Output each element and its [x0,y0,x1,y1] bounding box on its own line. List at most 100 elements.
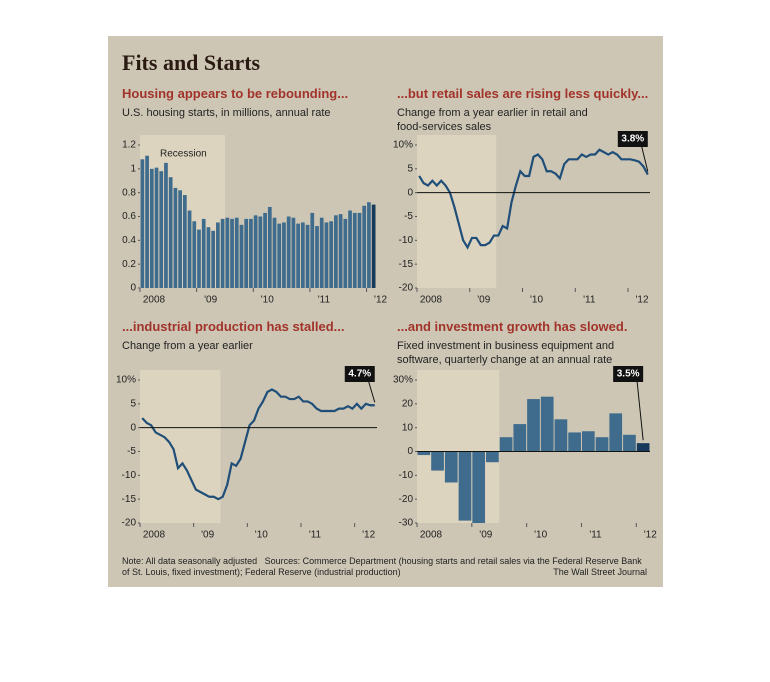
bar [263,212,267,288]
value-label: 4.7% [348,369,371,380]
label-pointer [641,146,649,172]
bar [149,168,154,288]
bar [300,222,305,288]
bar [159,171,164,288]
bar [499,437,513,452]
bar [310,212,315,288]
bar [623,434,636,452]
y-tick-label: -20 [399,494,414,505]
bar [178,190,182,288]
footnote: Note: All data seasonally adjusted Sourc… [122,556,647,578]
bar [343,218,348,288]
y-tick-label: -30 [399,518,414,529]
bar [206,227,211,288]
panel-subtitle: Fixed investment in business equipment a… [397,340,615,366]
recession-shade [140,370,221,523]
x-tick-label: 2008 [143,530,166,541]
value-label: 3.5% [617,369,640,380]
x-tick-label: 2008 [420,530,443,541]
bar [367,202,371,288]
x-tick-label: '10 [261,295,274,306]
x-tick-label: '09 [201,530,214,541]
y-tick-label: 0 [407,187,413,198]
label-pointer [636,381,644,441]
bar [444,451,458,483]
label-box [344,366,375,382]
bar [527,399,540,452]
bar [197,229,201,288]
y-tick-label: -10 [122,470,137,481]
panel-title: ...industrial production has stalled... [122,319,345,334]
bar [352,212,357,288]
bar [216,222,220,288]
bar [329,221,334,288]
bar [348,210,352,288]
y-tick-label: 30% [393,375,413,386]
y-tick-label: 10 [402,422,414,433]
x-tick-label: '09 [479,530,492,541]
y-tick-label: 1.2 [122,140,136,151]
note: Note: All data seasonally adjusted [122,556,258,566]
bar [357,212,362,288]
x-tick-label: '11 [309,530,322,541]
y-tick-label: 0.2 [122,259,136,270]
panel-subtitle: Change from a year earlier [122,340,253,352]
y-tick-label: 5 [130,398,136,409]
bar [253,215,258,288]
bar [286,216,291,288]
label-box [617,131,648,147]
y-tick-label: -10 [399,235,414,246]
y-tick-label: 0 [130,422,136,433]
x-tick-label: '11 [589,530,602,541]
credit: The Wall Street Journal [553,567,647,577]
panel-title: ...but retail sales are rising less quic… [397,86,649,101]
bar [272,217,277,288]
x-tick-label: '12 [374,295,387,306]
bar [230,218,234,288]
bar [334,215,338,288]
bar [595,437,609,452]
x-tick-label: '12 [644,530,657,541]
bar [319,217,324,288]
bar [239,224,244,288]
bar [187,210,192,288]
bar [249,218,253,288]
source: Sources: Commerce Department (housing st… [122,556,642,577]
recession-shade [417,370,500,523]
bar [324,222,329,288]
bar [244,218,249,288]
bar [540,396,554,452]
bar [362,205,367,288]
bar [192,221,197,288]
bar [291,217,296,288]
x-tick-label: '09 [204,295,217,306]
y-tick-label: -5 [127,446,136,457]
bar [173,187,178,288]
y-tick-label: -20 [399,283,414,294]
y-tick-label: 0 [130,283,136,294]
x-tick-label: '09 [477,295,490,306]
bar [234,217,239,288]
bar [609,413,623,452]
y-tick-label: -5 [404,211,413,222]
y-tick-label: 10% [116,375,136,386]
bar [282,222,286,288]
x-tick-label: 2008 [143,295,166,306]
bar [458,451,472,521]
bar [371,204,376,288]
bar [431,451,444,471]
label-box [613,366,644,382]
recession-shade [140,135,225,288]
bar [305,224,310,288]
x-tick-label: 2008 [420,295,443,306]
y-tick-label: 0.4 [122,235,136,246]
bar [568,432,581,452]
bar [554,419,568,452]
bar [513,424,527,452]
bar [154,167,159,288]
bar [277,223,282,288]
y-tick-label: -15 [122,494,137,505]
panel-subtitle: U.S. housing starts, in millions, annual… [122,107,331,119]
bar [182,195,187,288]
